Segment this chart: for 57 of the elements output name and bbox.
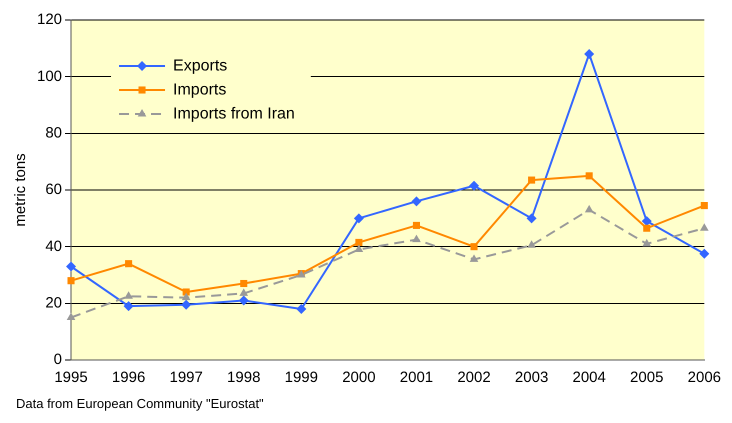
x-tick-label: 2004 [572,369,606,386]
x-tick-label: 2005 [630,369,664,386]
point [412,222,420,229]
point [584,49,594,59]
y-tick-label: 120 [36,11,62,28]
point [586,172,593,180]
x-tick-label: 1997 [169,369,203,386]
point [470,243,478,250]
x-tick-label: 1998 [227,369,260,386]
point [296,304,306,314]
text: Data from European Community "Eurostat" [16,396,265,411]
point [584,204,594,212]
point [469,180,480,191]
point [182,292,190,300]
point [67,277,75,284]
y-tick-label: 0 [54,351,62,368]
point [642,238,652,246]
x-tick-label: 2000 [342,369,376,386]
point [354,213,364,224]
x-tick-label: 1995 [54,369,88,386]
point [240,280,248,288]
point [643,224,650,232]
x-tick-label: 2001 [400,369,434,386]
legend-label: Exports [173,57,228,74]
point [470,254,478,262]
y-tick-label: 80 [45,124,62,142]
legend-label: Imports from Iran [173,105,295,122]
point [411,196,422,206]
point [528,176,536,184]
point [66,262,76,272]
y-tick-label: 20 [45,294,62,312]
point [700,202,708,210]
point [526,213,537,224]
y-tick-label: 40 [45,238,62,255]
point [66,312,76,320]
x-tick-label: 2006 [688,369,722,386]
legend-label: Imports [173,81,226,98]
x-tick-label: 1996 [112,369,146,386]
point [642,216,652,226]
point [412,234,421,242]
x-tick-label: 1999 [284,369,318,386]
point [124,301,134,312]
y-axis-title: metric tons [12,153,30,227]
point [125,260,132,268]
point [354,244,364,252]
x-tick-label: 2003 [514,369,548,386]
point [181,300,192,310]
point [527,240,536,248]
y-tick-label: 100 [36,68,62,85]
x-tick-label: 2002 [457,369,491,386]
point [238,296,249,306]
point [355,238,362,246]
point [699,248,710,259]
point [124,291,133,299]
point [700,223,709,231]
point [239,288,248,296]
y-tick-label: 60 [45,181,62,198]
